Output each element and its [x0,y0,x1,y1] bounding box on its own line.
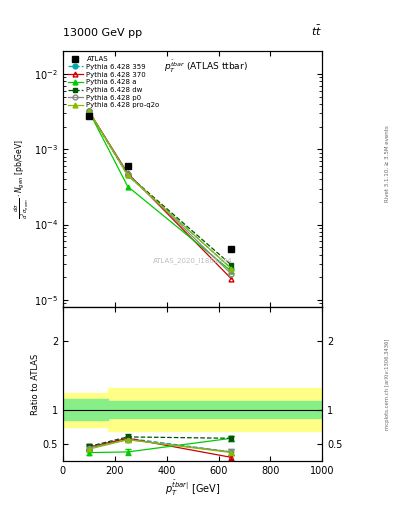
Text: Rivet 3.1.10, ≥ 3.5M events: Rivet 3.1.10, ≥ 3.5M events [385,125,389,202]
Pythia 6.428 p0 [229,271,234,277]
Pythia 6.428 p0 [125,171,130,177]
Pythia 6.428 p0 [86,108,91,114]
Line: Pythia 6.428 359: Pythia 6.428 359 [86,109,234,271]
Pythia 6.428 370 [229,276,234,282]
Line: Pythia 6.428 pro-q2o: Pythia 6.428 pro-q2o [86,109,234,271]
X-axis label: $p^{\bar{t}bar|}_{T}$ [GeV]: $p^{\bar{t}bar|}_{T}$ [GeV] [165,478,220,498]
Pythia 6.428 dw [125,172,130,178]
Line: Pythia 6.428 dw: Pythia 6.428 dw [86,109,234,267]
Pythia 6.428 a [86,108,91,114]
Pythia 6.428 370 [125,170,130,176]
Pythia 6.428 359 [125,172,130,178]
Text: $p_T^{\bar{t}bar}$ (ATLAS ttbar): $p_T^{\bar{t}bar}$ (ATLAS ttbar) [163,59,248,75]
Line: Pythia 6.428 p0: Pythia 6.428 p0 [86,109,234,276]
Pythia 6.428 a [229,268,234,274]
Pythia 6.428 359 [229,266,234,272]
Pythia 6.428 359 [86,108,91,114]
Pythia 6.428 dw [229,262,234,268]
Text: 13000 GeV pp: 13000 GeV pp [63,28,142,38]
Y-axis label: Ratio to ATLAS: Ratio to ATLAS [31,353,40,415]
Pythia 6.428 pro-q2o [125,172,130,178]
Line: Pythia 6.428 a: Pythia 6.428 a [86,109,234,274]
Pythia 6.428 pro-q2o [229,266,234,272]
Legend: ATLAS, Pythia 6.428 359, Pythia 6.428 370, Pythia 6.428 a, Pythia 6.428 dw, Pyth: ATLAS, Pythia 6.428 359, Pythia 6.428 37… [66,55,161,110]
Text: mcplots.cern.ch [arXiv:1306.3436]: mcplots.cern.ch [arXiv:1306.3436] [385,338,389,430]
Y-axis label: $\frac{d\sigma}{d^2\sigma_{norm}} \cdot N_{gen}$ [pb/GeV]: $\frac{d\sigma}{d^2\sigma_{norm}} \cdot … [13,139,31,219]
Pythia 6.428 370 [86,108,91,114]
Line: Pythia 6.428 370: Pythia 6.428 370 [86,109,234,281]
Pythia 6.428 pro-q2o [86,108,91,114]
Text: $t\bar{t}$: $t\bar{t}$ [311,24,322,38]
Pythia 6.428 dw [86,108,91,114]
Pythia 6.428 a [125,183,130,189]
Text: ATLAS_2020_I1801434: ATLAS_2020_I1801434 [153,258,232,265]
